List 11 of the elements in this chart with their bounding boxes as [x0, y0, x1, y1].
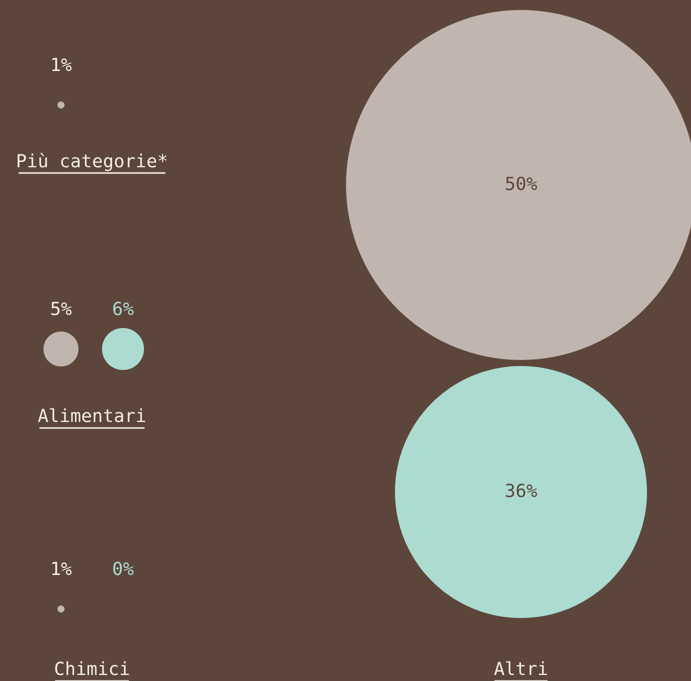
data-label: 5%: [51, 302, 72, 316]
data-label: 6%: [113, 302, 134, 316]
data-label: 1%: [52, 562, 72, 576]
category-label: Altri: [494, 661, 547, 676]
category-label: Più categorie*: [18, 152, 167, 172]
category-label: Chimici: [55, 661, 129, 676]
data-label: 36%: [506, 484, 538, 498]
category-label: Alimentari: [38, 408, 146, 422]
data-label: 1%: [52, 58, 72, 72]
data-label: 0%: [113, 562, 134, 576]
data-label: 50%: [506, 176, 538, 190]
